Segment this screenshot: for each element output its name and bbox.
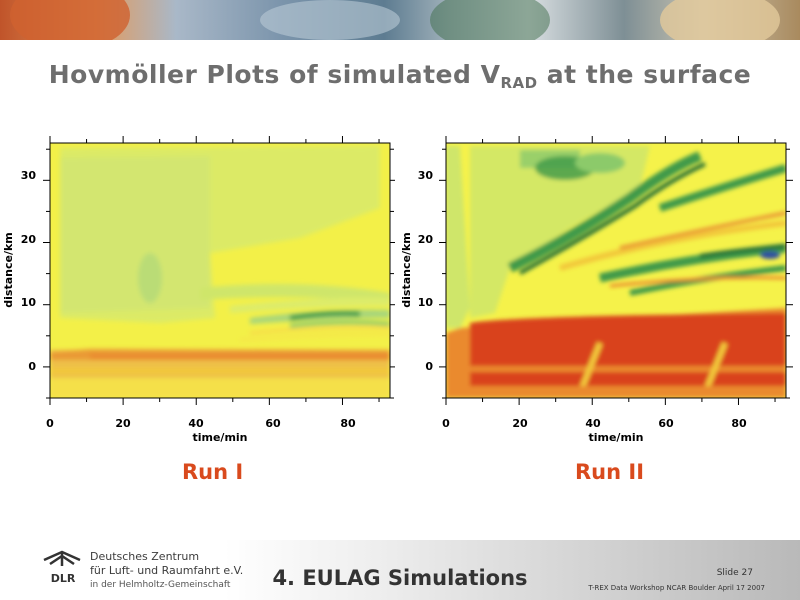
- x-tick-label: 20: [512, 417, 528, 430]
- y-axis-label: distance/km: [2, 232, 15, 307]
- axes-ticks-run2: [439, 136, 793, 405]
- x-tick-label: 80: [731, 417, 747, 430]
- run-label-1: Run I: [182, 460, 244, 484]
- slide-title-subscript: RAD: [500, 74, 538, 92]
- y-axis-label: distance/km: [400, 232, 413, 307]
- x-tick-label: 80: [340, 417, 356, 430]
- institution-line1: Deutsches Zentrum: [90, 550, 200, 563]
- y-tick-label: 20: [21, 233, 37, 246]
- dlr-logo-text: DLR: [51, 572, 76, 585]
- hovmoller-plot-run1: 0 20 40 60 80 0 10 20 30 time/min distan…: [0, 128, 395, 448]
- x-tick-label: 40: [188, 417, 204, 430]
- slide-title-main: Hovmöller Plots of simulated V: [48, 60, 501, 89]
- section-title: 4. EULAG Simulations: [272, 566, 528, 590]
- y-tick-label: 10: [418, 296, 434, 309]
- x-tick-label: 60: [265, 417, 281, 430]
- dlr-logo-icon: DLR: [43, 550, 81, 585]
- x-tick-label: 60: [658, 417, 674, 430]
- x-tick-label: 0: [46, 417, 54, 430]
- axes-ticks-run1: [43, 136, 395, 405]
- x-tick-label: 0: [442, 417, 450, 430]
- x-axis-label: time/min: [192, 431, 247, 444]
- footer: DLR Deutsches Zentrum für Luft- und Raum…: [0, 540, 800, 600]
- institution-name: Deutsches Zentrum für Luft- und Raumfahr…: [90, 550, 243, 592]
- institution-line3: in der Helmholtz-Gemeinschaft: [90, 580, 231, 590]
- y-tick-label: 20: [418, 233, 434, 246]
- heatmap-run1: [50, 143, 390, 398]
- y-tick-label: 0: [28, 360, 36, 373]
- y-tick-label: 30: [418, 169, 434, 182]
- heatmap-run2: [446, 143, 786, 398]
- x-tick-label: 40: [585, 417, 601, 430]
- hovmoller-plot-run2-svg: 0 20 40 60 80 0 10 20 30 time/min distan…: [400, 136, 793, 444]
- hovmoller-plot-run2: 0 20 40 60 80 0 10 20 30 time/min distan…: [400, 128, 795, 448]
- y-tick-label: 30: [21, 169, 37, 182]
- y-tick-label: 0: [425, 360, 433, 373]
- slide-title: Hovmöller Plots of simulated VRAD at the…: [0, 60, 800, 92]
- x-tick-label: 20: [115, 417, 131, 430]
- x-axis-label: time/min: [588, 431, 643, 444]
- workshop-info: T-REX Data Workshop NCAR Boulder April 1…: [588, 584, 765, 592]
- slide-number: Slide 27: [716, 568, 753, 578]
- header-banner-image: [0, 0, 800, 40]
- slide-title-tail: at the surface: [537, 60, 752, 89]
- run-label-2: Run II: [575, 460, 645, 484]
- institution-line2: für Luft- und Raumfahrt e.V.: [90, 564, 244, 577]
- hovmoller-plot-run1-svg: 0 20 40 60 80 0 10 20 30 time/min distan…: [2, 136, 395, 444]
- y-tick-label: 10: [21, 296, 37, 309]
